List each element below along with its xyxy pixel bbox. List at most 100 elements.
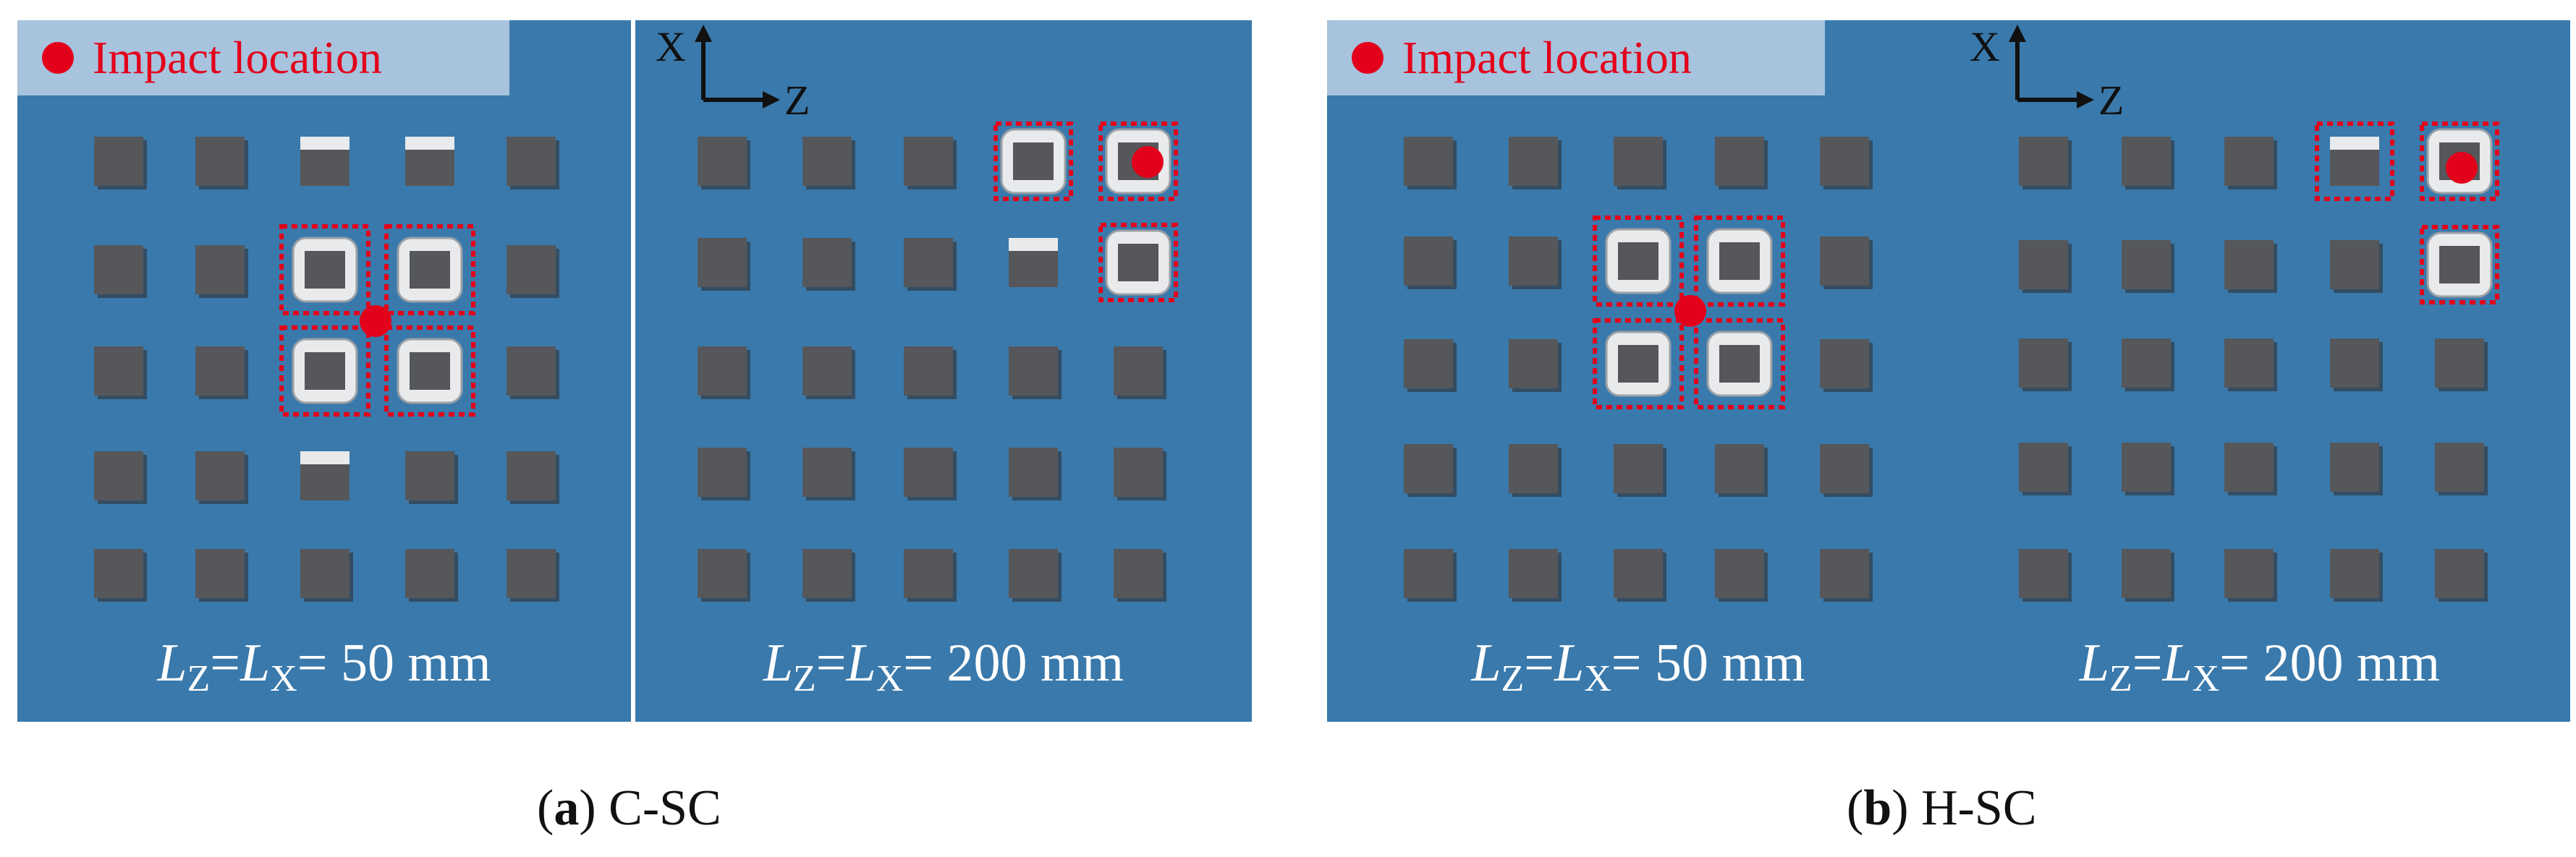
connector-damage-mark <box>300 451 349 464</box>
connector-block <box>1715 549 1764 598</box>
connector-block <box>904 238 953 287</box>
deformed-connector-core <box>1013 142 1054 180</box>
deformed-connector-core <box>305 251 345 289</box>
spacing-formula: LZ=LX= 50 mm <box>1471 634 1805 699</box>
deformed-connector-core <box>305 352 345 390</box>
connector-block <box>2330 240 2379 289</box>
connector-block <box>1715 444 1764 493</box>
connector-block <box>1715 137 1764 186</box>
failure-highlight-box <box>1694 318 1785 409</box>
panel-b-left: Impact location LZ=LX= 50 mm <box>1327 20 1949 722</box>
failure-highlight-box <box>384 224 475 315</box>
connector-block <box>1009 448 1058 497</box>
connector-block <box>1820 549 1869 598</box>
connector-block <box>2224 338 2274 388</box>
connector-block <box>2435 338 2484 388</box>
connector-block <box>1509 444 1558 493</box>
connector-block <box>2435 549 2484 598</box>
failure-highlight-box <box>279 224 370 315</box>
connector-block <box>802 238 852 287</box>
connector-block <box>2224 240 2274 289</box>
deformed-connector-core <box>410 251 450 289</box>
connector-block <box>698 238 747 287</box>
deformed-connector-core <box>1618 345 1658 383</box>
legend-label: Impact location <box>93 32 382 83</box>
connector-block <box>195 137 245 186</box>
failure-highlight-box <box>279 325 370 417</box>
connector-block <box>698 448 747 497</box>
svg-text:X: X <box>656 23 686 70</box>
connector-damage-mark <box>1009 238 1058 251</box>
block-grid <box>698 121 1178 602</box>
deformed-connector-core <box>2439 246 2480 283</box>
impact-point-marker <box>1132 146 1164 178</box>
panel-a-left: Impact location LZ=LX= 50 mm <box>17 20 631 722</box>
impact-point-marker <box>2446 152 2478 184</box>
spacing-formula: LZ=LX= 200 mm <box>2079 634 2441 699</box>
connector-block <box>698 137 747 186</box>
connector-block <box>904 549 953 598</box>
connector-block <box>2122 549 2171 598</box>
svg-text:Z: Z <box>784 77 810 121</box>
connector-block <box>1820 137 1869 186</box>
connector-block <box>2019 240 2068 289</box>
connector-block <box>1114 549 1163 598</box>
spacing-formula: LZ=LX= 50 mm <box>157 634 491 699</box>
connector-block <box>2330 338 2379 388</box>
deformed-connector-core <box>1719 242 1760 280</box>
connector-block <box>698 346 747 396</box>
connector-block <box>195 346 245 396</box>
deformed-connector-core <box>1618 242 1658 280</box>
connector-block <box>507 346 556 396</box>
failure-highlight-box <box>1098 223 1178 302</box>
xz-axes-icon: X Z <box>656 23 810 121</box>
connector-block <box>698 549 747 598</box>
connector-block <box>2019 137 2068 186</box>
block-grid <box>94 137 559 602</box>
connector-block <box>1509 339 1558 388</box>
connector-damage-mark <box>405 137 454 150</box>
connector-block <box>2122 240 2171 289</box>
connector-block <box>1614 549 1663 598</box>
connector-block <box>904 448 953 497</box>
connector-block <box>802 448 852 497</box>
caption-b: (b) H-SC <box>1847 780 2037 836</box>
impact-point-marker <box>360 305 391 337</box>
failure-highlight-box <box>1694 216 1785 307</box>
connector-block <box>507 245 556 294</box>
connector-block <box>2224 549 2274 598</box>
connector-block <box>2122 137 2171 186</box>
caption-a: (a) C-SC <box>537 780 721 836</box>
connector-block <box>94 245 143 294</box>
failure-highlight-box <box>993 121 1073 201</box>
impact-legend: Impact location <box>17 20 509 95</box>
failure-highlight-box <box>1593 318 1684 409</box>
connector-block <box>2330 549 2379 598</box>
connector-block <box>1404 444 1453 493</box>
failure-highlight-box <box>2315 121 2394 201</box>
connector-block <box>802 346 852 396</box>
connector-block <box>1509 236 1558 286</box>
connector-block <box>2435 443 2484 492</box>
connector-block <box>904 346 953 396</box>
panel-a-right: X Z LZ=LX= 200 mm <box>635 20 1252 722</box>
failure-highlight-box <box>2420 225 2499 304</box>
legend-label: Impact location <box>1402 32 1692 83</box>
connector-block <box>507 451 556 500</box>
connector-block <box>300 549 349 598</box>
connector-block <box>1509 137 1558 186</box>
connector-block <box>904 137 953 186</box>
connector-block <box>507 549 556 598</box>
connector-block <box>507 137 556 186</box>
connector-block <box>2224 443 2274 492</box>
connector-block <box>2122 338 2171 388</box>
connector-block <box>2224 137 2274 186</box>
connector-block <box>1009 346 1058 396</box>
connector-block <box>2019 338 2068 388</box>
connector-block <box>1404 236 1453 286</box>
deformed-connector-core <box>1719 345 1760 383</box>
block-grid <box>2019 121 2499 602</box>
connector-block <box>195 245 245 294</box>
svg-text:X: X <box>1970 23 2000 70</box>
connector-block <box>1404 549 1453 598</box>
